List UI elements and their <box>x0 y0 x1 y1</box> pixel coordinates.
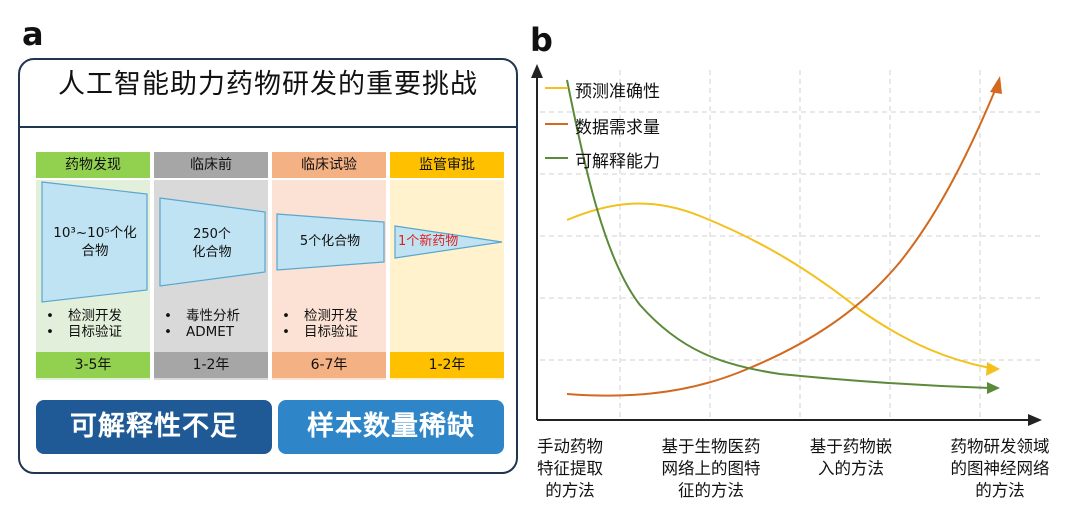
compound-count-line: 10³~10⁵个化 <box>53 225 137 241</box>
funnel-segment <box>394 225 503 259</box>
stage-duration: 3-5年 <box>36 352 150 378</box>
compound-count-line: 合物 <box>81 243 109 259</box>
panel-a-title: 人工智能助力药物研发的重要挑战 <box>58 69 478 100</box>
interpretability-arrowhead <box>987 382 1000 394</box>
y-axis-arrow <box>531 64 543 78</box>
compound-count-line: 5个化合物 <box>299 234 361 249</box>
x-category-gnn: 药物研发领域 的图神经网络 的方法 <box>936 436 1064 502</box>
compound-count: 250个 化合物 <box>160 226 264 262</box>
new-drug-count: 1个新药物 <box>398 233 468 251</box>
challenge-interpretability: 可解释性不足 <box>36 400 272 454</box>
compound-count-line: 250个 <box>193 227 231 242</box>
legend-label-accuracy: 预测准确性 <box>575 82 660 102</box>
x-category-line: 征的方法 <box>678 481 744 500</box>
x-category-network-features: 基于生物医药 网络上的图特 征的方法 <box>648 436 774 502</box>
funnel-segment <box>159 197 266 287</box>
accuracy-arrowhead <box>986 362 1000 376</box>
x-category-line: 的图神经网络 <box>950 459 1050 478</box>
x-category-line: 手动药物 <box>537 437 603 456</box>
x-category-line: 的方法 <box>545 481 595 500</box>
stage-header: 药物发现 <box>36 152 150 178</box>
legend-label-data-demand: 数据需求量 <box>575 118 660 138</box>
stage-body <box>390 180 504 380</box>
x-category-line: 基于生物医药 <box>661 437 761 456</box>
data-demand-curve <box>566 87 997 397</box>
x-category-line: 的方法 <box>975 481 1025 500</box>
x-category-drug-embedding: 基于药物嵌 入的方法 <box>796 436 906 480</box>
title-divider <box>18 126 518 128</box>
panel-a-letter: a <box>22 15 44 53</box>
x-category-line: 特征提取 <box>537 459 603 478</box>
task-item: 检测开发 <box>46 308 122 324</box>
x-category-line: 基于药物嵌 <box>809 437 893 456</box>
stage-duration: 6-7年 <box>272 352 386 378</box>
panel-b-letter: b <box>530 21 553 59</box>
compound-count: 10³~10⁵个化 合物 <box>44 224 146 260</box>
stage-duration: 1-2年 <box>154 352 268 378</box>
task-item: 毒性分析 <box>164 308 240 324</box>
stage-header: 临床前 <box>154 152 268 178</box>
task-item: 检测开发 <box>282 308 358 324</box>
task-list: 毒性分析 ADMET <box>164 308 240 340</box>
task-list: 检测开发 目标验证 <box>46 308 122 340</box>
task-list: 检测开发 目标验证 <box>282 308 358 340</box>
accuracy-curve <box>566 202 991 369</box>
interpretability-curve <box>566 79 991 389</box>
task-item: ADMET <box>164 324 240 340</box>
stage-header: 监管审批 <box>390 152 504 178</box>
funnel-segment <box>41 181 148 303</box>
data-demand-arrowhead <box>990 76 1002 94</box>
task-item: 目标验证 <box>282 324 358 340</box>
stage-clinical-trial: 临床试验 <box>272 152 386 380</box>
funnel-segment <box>276 213 385 271</box>
challenge-sample-scarcity: 样本数量稀缺 <box>278 400 504 454</box>
x-category-line: 入的方法 <box>818 459 884 478</box>
x-category-line: 网络上的图特 <box>661 459 761 478</box>
task-item: 目标验证 <box>46 324 122 340</box>
compound-count-line: 1个新药物 <box>398 234 459 249</box>
stage-body <box>272 180 386 380</box>
compound-count-line: 化合物 <box>192 245 232 260</box>
compound-count: 5个化合物 <box>278 233 382 251</box>
compound-funnel <box>41 181 503 303</box>
stage-duration: 1-2年 <box>390 352 504 378</box>
stage-regulatory-approval: 监管审批 <box>390 152 504 380</box>
legend-label-interpretability: 可解释能力 <box>575 152 660 172</box>
x-axis-arrow <box>1028 414 1042 426</box>
x-category-manual-features: 手动药物 特征提取 的方法 <box>520 436 620 502</box>
x-category-line: 药物研发领域 <box>950 437 1050 456</box>
stage-header: 临床试验 <box>272 152 386 178</box>
